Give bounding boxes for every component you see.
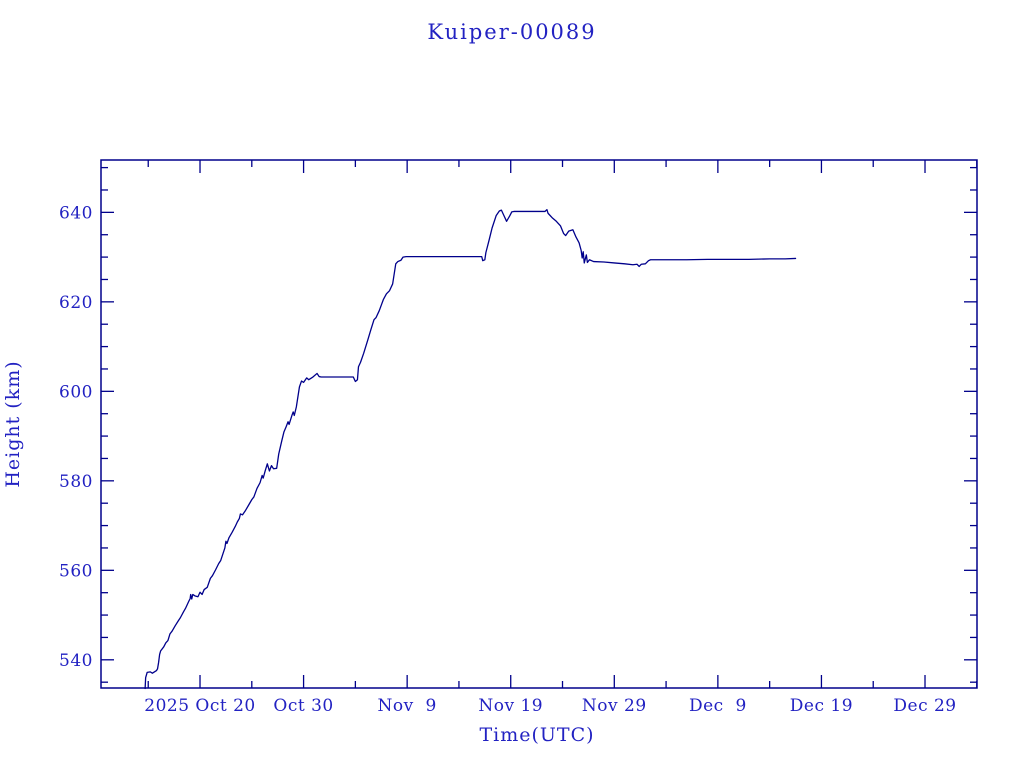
x-tick-label: Nov 19	[478, 696, 543, 716]
x-axis-label: Time(UTC)	[479, 724, 594, 746]
y-axis-label: Height (km)	[2, 360, 24, 487]
plot-frame	[100, 159, 978, 689]
x-tick-label: Nov 9	[377, 696, 436, 716]
x-tick-label: Dec 19	[790, 696, 853, 716]
chart-title: Kuiper-00089	[427, 20, 596, 44]
x-tick-label: Nov 29	[582, 696, 647, 716]
y-tick-label: 640	[59, 203, 93, 223]
data-line-height	[144, 209, 797, 690]
x-tick-label: Dec 29	[893, 696, 956, 716]
x-tick-label: Oct 30	[273, 696, 333, 716]
x-tick-label: 2025 Oct 20	[144, 696, 256, 716]
y-tick-label: 540	[59, 651, 93, 671]
plot-area: 2025 Oct 20 Oct 30 Nov 9 Nov 19 Nov 29 Dec 9 D…	[59, 159, 978, 716]
x-tick-label: Dec 9	[689, 696, 747, 716]
y-tick-label: 600	[59, 382, 93, 402]
y-tick-label: 580	[59, 472, 93, 492]
y-tick-label: 620	[59, 293, 93, 313]
y-tick-label: 560	[59, 561, 93, 581]
